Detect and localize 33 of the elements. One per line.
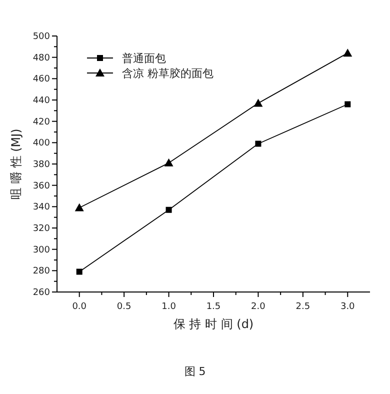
y-tick-label: 360 <box>32 181 50 192</box>
point <box>343 48 352 57</box>
point <box>255 140 262 147</box>
y-tick-label: 480 <box>32 53 50 64</box>
y-tick-label: 320 <box>32 224 50 234</box>
point <box>166 206 172 213</box>
point <box>164 158 174 166</box>
y-tick-label: 260 <box>32 288 50 298</box>
legend-label: 普通面包 <box>122 52 166 65</box>
x-tick-label: 2.5 <box>296 302 310 312</box>
x-tick-label: 1.5 <box>206 302 221 312</box>
x-tick-label: 3.0 <box>340 302 356 312</box>
x-tick-label: 1.0 <box>162 302 176 312</box>
legend-label: 含凉 粉草胶的面包 <box>122 67 214 80</box>
y-tick-label: 300 <box>32 245 50 256</box>
x-tick-label: 0.0 <box>72 302 87 312</box>
point <box>76 268 82 275</box>
y-tick-label: 380 <box>32 160 50 170</box>
x-tick-label: 2.0 <box>251 302 266 312</box>
y-tick-label: 440 <box>32 96 50 106</box>
y-tick-label: 500 <box>32 32 50 42</box>
y-tick-label: 400 <box>32 138 50 149</box>
y-tick-label: 460 <box>32 74 50 85</box>
point <box>74 203 84 212</box>
caption: 图 5 <box>184 365 206 378</box>
x-axis-title: 保 持 时 间 (d) <box>173 317 254 331</box>
y-tick-label: 340 <box>32 202 50 213</box>
x-tick-label: 0.5 <box>116 302 132 312</box>
y-tick-label: 280 <box>32 266 50 277</box>
y-axis-title: 咀 嚼 性 (MJ) <box>9 128 23 200</box>
point <box>344 101 351 108</box>
y-tick-label: 420 <box>32 117 50 128</box>
point <box>254 98 263 107</box>
